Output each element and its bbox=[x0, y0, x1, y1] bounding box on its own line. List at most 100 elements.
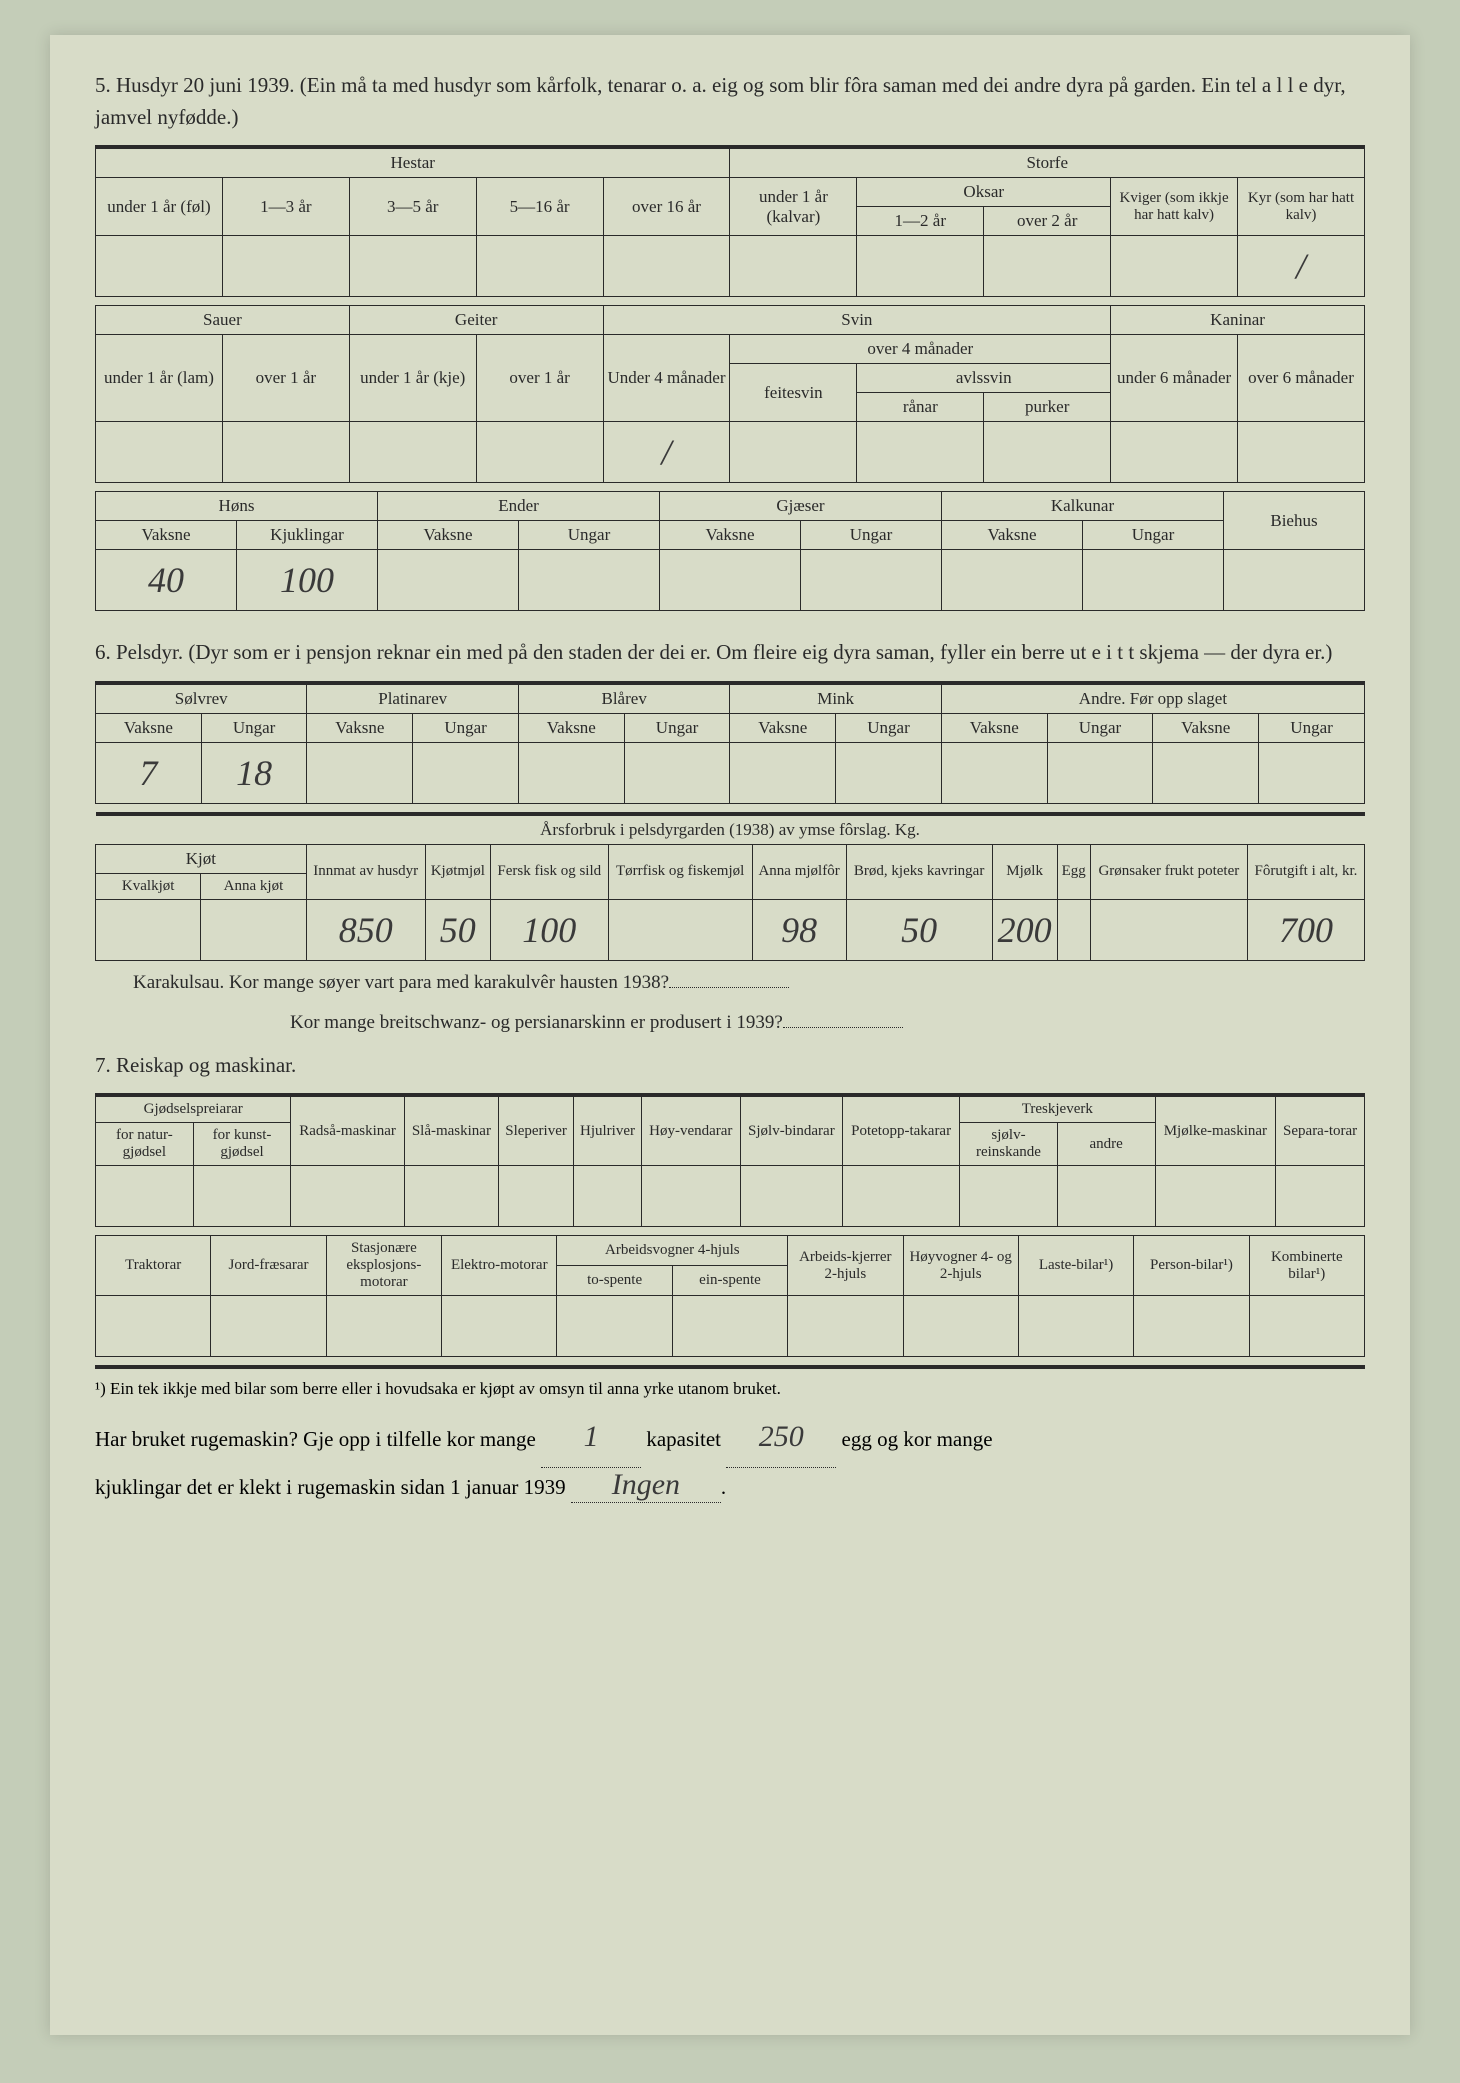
section-7-heading: 7. Reiskap og maskinar. bbox=[95, 1050, 1365, 1082]
col-vaksne: Vaksne bbox=[942, 521, 1083, 550]
col-ungar: Ungar bbox=[201, 713, 307, 742]
col-tr1: sjølv-reinskande bbox=[960, 1123, 1058, 1166]
col-mjolk: Mjølk bbox=[992, 844, 1057, 899]
cell bbox=[96, 422, 223, 483]
col-kjerrer: Arbeids-kjerrer 2-hjuls bbox=[788, 1236, 903, 1296]
col-h5: over 16 år bbox=[603, 178, 730, 236]
geiter-header: Geiter bbox=[349, 306, 603, 335]
cell bbox=[476, 236, 603, 297]
cell-forut: 700 bbox=[1247, 899, 1364, 960]
cell bbox=[1057, 1166, 1155, 1227]
cell bbox=[740, 1166, 842, 1227]
col-sa1: under 1 år (lam) bbox=[96, 335, 223, 422]
col-komb: Kombinerte bilar¹) bbox=[1249, 1236, 1364, 1296]
col-potet: Potetopp-takarar bbox=[843, 1095, 960, 1166]
cell bbox=[1057, 899, 1090, 960]
cell bbox=[211, 1296, 326, 1357]
cell bbox=[624, 742, 730, 803]
treske-header: Treskjeverk bbox=[960, 1095, 1155, 1123]
blank bbox=[783, 1027, 903, 1028]
cell bbox=[730, 742, 836, 803]
cell bbox=[326, 1296, 441, 1357]
karakul-q2: Kor mange breitschwanz- og persianarskin… bbox=[290, 1009, 1365, 1038]
table-pelsdyr: Sølvrev Platinarev Blårev Mink Andre. Fø… bbox=[95, 681, 1365, 804]
kalkunar-header: Kalkunar bbox=[942, 492, 1224, 521]
col-sv2: over 4 månader bbox=[730, 335, 1111, 364]
cell-annamjol: 98 bbox=[752, 899, 846, 960]
col-o1: 1—2 år bbox=[857, 207, 984, 236]
cell bbox=[1047, 742, 1153, 803]
col-g2: for kunst-gjødsel bbox=[193, 1123, 291, 1166]
col-torr: Tørrfisk og fiskemjøl bbox=[608, 844, 752, 899]
col-k1: under 6 månader bbox=[1111, 335, 1238, 422]
col-kviger: Kviger (som ikkje har hatt kalv) bbox=[1111, 178, 1238, 236]
col-pur: purker bbox=[984, 393, 1111, 422]
q1-v1: 1 bbox=[584, 1420, 599, 1453]
col-vaksne: Vaksne bbox=[96, 713, 202, 742]
col-kjotmjol: Kjøtmjøl bbox=[425, 844, 490, 899]
cell bbox=[1111, 422, 1238, 483]
mink-header: Mink bbox=[730, 683, 941, 714]
cell bbox=[476, 422, 603, 483]
col-to: to-spente bbox=[557, 1266, 672, 1296]
col-person: Person-bilar¹) bbox=[1134, 1236, 1249, 1296]
cell-kyr: / bbox=[1238, 236, 1365, 297]
cell bbox=[201, 899, 306, 960]
cell-solv-v: 7 bbox=[96, 742, 202, 803]
cell bbox=[730, 236, 857, 297]
col-ungar: Ungar bbox=[519, 521, 660, 550]
cell bbox=[96, 1296, 211, 1357]
col-vaksne: Vaksne bbox=[1153, 713, 1259, 742]
svin-header: Svin bbox=[603, 306, 1111, 335]
footnote-text: ¹) Ein tek ikkje med bilar som berre ell… bbox=[95, 1379, 1365, 1399]
cell bbox=[349, 422, 476, 483]
q1c: egg og kor mange bbox=[842, 1427, 993, 1451]
cell bbox=[404, 1166, 498, 1227]
ender-header: Ender bbox=[378, 492, 660, 521]
cell bbox=[291, 1166, 404, 1227]
cell-g2: / bbox=[603, 422, 730, 483]
col-ungar: Ungar bbox=[1047, 713, 1153, 742]
col-vaksne: Vaksne bbox=[378, 521, 519, 550]
storfe-header: Storfe bbox=[730, 147, 1365, 178]
solv-header: Sølvrev bbox=[96, 683, 307, 714]
col-g2: over 1 år bbox=[476, 335, 603, 422]
cell bbox=[788, 1296, 903, 1357]
col-laste: Laste-bilar¹) bbox=[1018, 1236, 1133, 1296]
col-annamjol: Anna mjølfôr bbox=[752, 844, 846, 899]
col-vaksne: Vaksne bbox=[730, 713, 836, 742]
col-mjolke: Mjølke-maskinar bbox=[1155, 1095, 1276, 1166]
col-s1: under 1 år (kalvar) bbox=[730, 178, 857, 236]
footnote-block: ¹) Ein tek ikkje med bilar som berre ell… bbox=[95, 1365, 1365, 1503]
col-k2: over 6 månader bbox=[1238, 335, 1365, 422]
col-jord: Jord-fræsarar bbox=[211, 1236, 326, 1296]
col-sepa: Separa-torar bbox=[1276, 1095, 1365, 1166]
table-forbruk: Årsforbruk i pelsdyrgarden (1938) av yms… bbox=[95, 812, 1365, 961]
karakul1-text: Karakulsau. Kor mange søyer vart para me… bbox=[133, 972, 669, 993]
table-hestar-storfe: Hestar Storfe under 1 år (føl) 1—3 år 3—… bbox=[95, 145, 1365, 297]
q1-v2: 250 bbox=[759, 1420, 804, 1453]
col-ungar: Ungar bbox=[413, 713, 519, 742]
arbeid-header: Arbeidsvogner 4-hjuls bbox=[557, 1236, 788, 1266]
cell bbox=[96, 236, 223, 297]
cell bbox=[641, 1166, 740, 1227]
cell-hons-kjuk: 100 bbox=[237, 550, 378, 611]
cell bbox=[1238, 422, 1365, 483]
col-innmat: Innmat av husdyr bbox=[306, 844, 425, 899]
col-forut: Fôrutgift i alt, kr. bbox=[1247, 844, 1364, 899]
cell bbox=[942, 550, 1083, 611]
col-h2: 1—3 år bbox=[222, 178, 349, 236]
hons-header: Høns bbox=[96, 492, 378, 521]
cell bbox=[1276, 1166, 1365, 1227]
cell bbox=[1153, 742, 1259, 803]
gjaeser-header: Gjæser bbox=[660, 492, 942, 521]
col-feite: feitesvin bbox=[730, 364, 857, 422]
col-ein: ein-spente bbox=[672, 1266, 787, 1296]
andre-header: Andre. Før opp slaget bbox=[941, 683, 1364, 714]
col-hoyv: Høyvogner 4- og 2-hjuls bbox=[903, 1236, 1018, 1296]
cell bbox=[349, 236, 476, 297]
col-ran: rånar bbox=[857, 393, 984, 422]
q1b: kapasitet bbox=[646, 1427, 721, 1451]
cell-kjotmjol: 50 bbox=[425, 899, 490, 960]
cell bbox=[1083, 550, 1224, 611]
